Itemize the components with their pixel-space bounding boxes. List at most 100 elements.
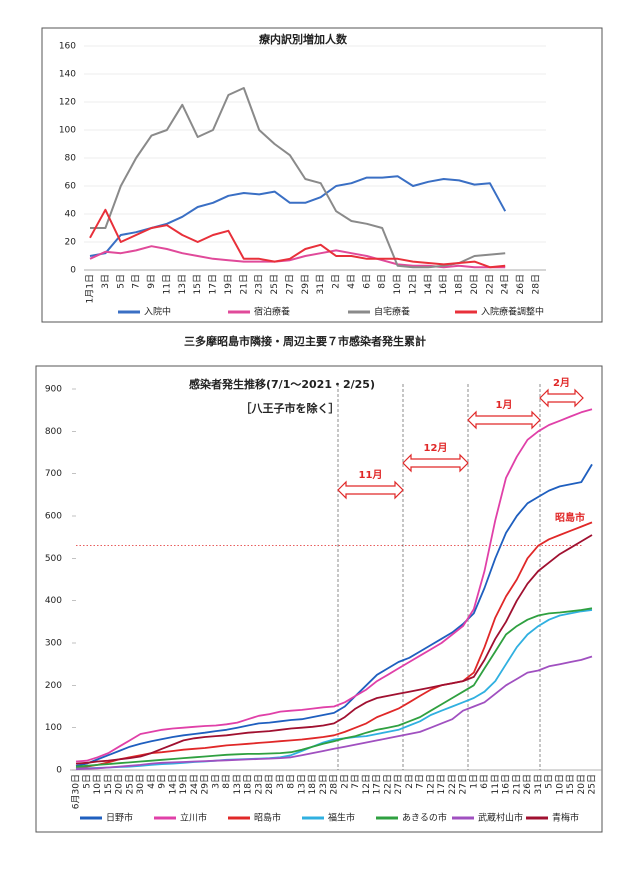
legend-label: 武蔵村山市 (478, 812, 523, 824)
annotation: 1月 (496, 399, 513, 411)
x-tick-label: 21日 (511, 774, 522, 794)
x-tick-label: 22日 (447, 774, 458, 794)
x-tick-label: 5日 (81, 774, 92, 789)
x-tick-label: 18日 (454, 274, 465, 294)
series-line (75, 408, 593, 763)
x-tick-label: 17日 (372, 774, 383, 794)
x-tick-label: 31日 (315, 274, 326, 294)
x-tick-label: 13日 (232, 774, 243, 794)
legend-label: 入院中 (144, 306, 171, 318)
x-tick-label: 3日 (210, 774, 221, 789)
month-arrow (402, 453, 469, 473)
x-tick-label: 27日 (393, 774, 404, 794)
x-tick-label: 27日 (458, 774, 469, 794)
x-tick-label: 25日 (124, 774, 135, 794)
x-tick-label: 17日 (208, 274, 219, 294)
x-tick-label: 10日 (392, 274, 403, 294)
y-tick-label: 100 (59, 126, 76, 136)
chart-frame (41, 27, 603, 323)
x-tick-label: 5日 (115, 274, 126, 289)
x-tick-label: 8日 (221, 774, 232, 789)
x-tick-label: 16日 (438, 274, 449, 294)
chart-title: 療内訳別増加人数 (259, 32, 348, 46)
x-tick-label: 29日 (200, 774, 211, 794)
y-tick-label: 100 (45, 723, 62, 733)
y-tick-label: 300 (45, 639, 62, 649)
x-tick-label: 10日 (554, 774, 565, 794)
x-tick-label: 15日 (565, 774, 576, 794)
legend-label: 青梅市 (552, 812, 579, 824)
y-tick-label: 20 (65, 238, 77, 248)
legend-label: 福生市 (328, 812, 355, 824)
x-tick-label: 10日 (92, 774, 103, 794)
x-tick-label: 27日 (284, 274, 295, 294)
x-tick-label: 2日 (404, 774, 415, 789)
x-tick-label: 2日 (331, 274, 342, 289)
x-tick-label: 6月30日 (71, 774, 82, 809)
legend-label: あきるの市 (402, 812, 447, 824)
x-tick-label: 6日 (361, 274, 372, 289)
x-tick-label: 23日 (253, 774, 264, 794)
x-tick-label: 11日 (161, 274, 172, 294)
x-tick-label: 7日 (415, 774, 426, 789)
y-tick-label: 200 (45, 681, 62, 691)
series-line (75, 607, 593, 768)
x-tick-label: 12日 (407, 274, 418, 294)
x-tick-label: 18日 (307, 774, 318, 794)
month-arrow (467, 410, 541, 430)
x-tick-label: 25日 (269, 274, 280, 294)
x-tick-label: 13日 (296, 774, 307, 794)
x-tick-label: 31日 (533, 774, 544, 794)
y-tick-label: 120 (59, 98, 76, 108)
chart-frame (35, 365, 603, 833)
x-tick-label: 23日 (318, 774, 329, 794)
series-line (75, 463, 593, 767)
x-tick-label: 11日 (490, 774, 501, 794)
y-tick-label: 0 (56, 766, 62, 776)
y-tick-label: 400 (45, 596, 62, 606)
y-tick-label: 160 (59, 42, 76, 52)
x-tick-label: 4日 (146, 774, 157, 789)
x-tick-label: 20日 (576, 774, 587, 794)
x-tick-label: 23日 (254, 274, 265, 294)
x-tick-label: 4日 (346, 274, 357, 289)
month-arrow (539, 388, 584, 408)
x-tick-label: 16日 (501, 774, 512, 794)
x-tick-label: 24日 (500, 274, 511, 294)
y-tick-label: 600 (45, 512, 62, 522)
series-line (75, 655, 593, 771)
x-tick-label: 8日 (286, 774, 297, 789)
x-tick-label: 22日 (484, 274, 495, 294)
x-tick-label: 24日 (189, 774, 200, 794)
x-tick-label: 28日 (329, 774, 340, 794)
annotation: 11月 (359, 469, 383, 481)
legend-label: 立川市 (180, 812, 207, 824)
x-tick-label: 2日 (339, 774, 350, 789)
x-tick-label: 28日 (531, 274, 542, 294)
x-tick-label: 29日 (300, 274, 311, 294)
x-tick-label: 25日 (587, 774, 598, 794)
x-tick-label: 28日 (264, 774, 275, 794)
x-tick-label: 22日 (382, 774, 393, 794)
x-tick-label: 3日 (275, 774, 286, 789)
x-tick-label: 20日 (114, 774, 125, 794)
section-heading: 三多摩昭島市隣接・周辺主要７市感染者発生累計 (184, 334, 426, 348)
y-tick-label: 700 (45, 469, 62, 479)
legend-label: 日野市 (106, 812, 133, 824)
y-tick-label: 140 (59, 70, 76, 80)
chart-subtitle: ［八王子市を除く］ (241, 401, 340, 415)
annotation: 12月 (424, 442, 448, 454)
x-tick-label: 26日 (522, 774, 533, 794)
chart-title: 感染者発生推移(7/1～2021・2/25) (189, 377, 375, 391)
y-tick-label: 500 (45, 554, 62, 564)
y-tick-label: 40 (65, 210, 77, 220)
x-tick-label: 7日 (350, 774, 361, 789)
annotation: 2月 (553, 377, 570, 389)
annotation: 昭島市 (555, 511, 585, 524)
x-tick-label: 18日 (243, 774, 254, 794)
y-tick-label: 800 (45, 427, 62, 437)
x-tick-label: 1月1日 (85, 274, 96, 303)
y-tick-label: 60 (65, 182, 77, 192)
